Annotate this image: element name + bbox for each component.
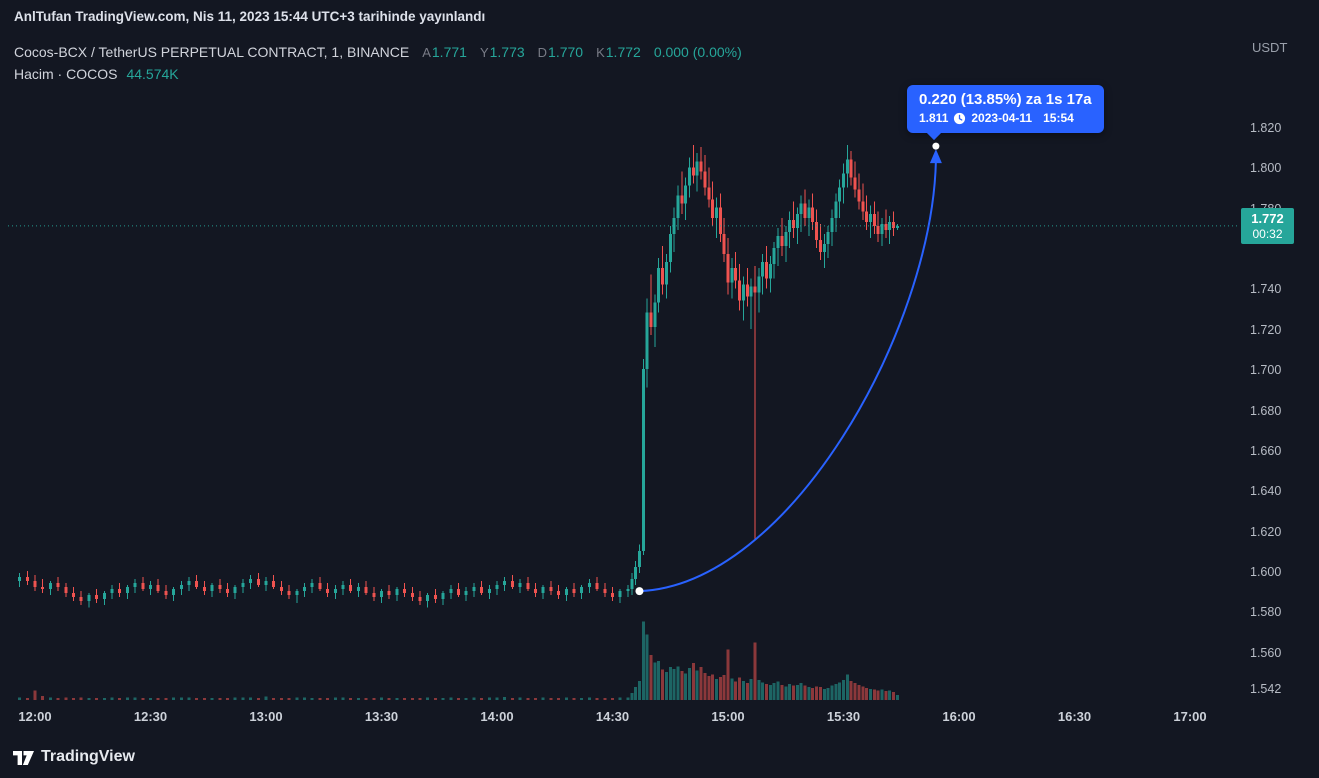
- price-tick: 1.800: [1250, 161, 1282, 176]
- price-tick: 1.660: [1250, 443, 1282, 458]
- price-tick: 1.740: [1250, 282, 1282, 297]
- ohlc-high-value: 1.773: [489, 44, 525, 60]
- clock-icon: [954, 112, 966, 124]
- time-tick: 14:30: [595, 709, 630, 724]
- volume-value: 44.574K: [126, 66, 179, 82]
- chart-canvas[interactable]: [0, 0, 1240, 706]
- publish-text: AnlTufan TradingView.com, Nis 11, 2023 1…: [14, 9, 486, 24]
- change-value: 0.000 (0.00%): [653, 44, 742, 60]
- annotation-time: 15:54: [1043, 111, 1074, 125]
- ohlc-low-value: 1.770: [548, 44, 584, 60]
- legend-main-row: Cocos-BCX / TetherUS PERPETUAL CONTRACT,…: [14, 44, 742, 66]
- time-tick: 14:00: [480, 709, 514, 724]
- tradingview-wordmark: TradingView: [41, 748, 135, 765]
- publish-header: AnlTufan TradingView.com, Nis 11, 2023 1…: [14, 9, 485, 24]
- price-tick: 1.700: [1250, 363, 1282, 378]
- price-tick: 1.580: [1250, 605, 1282, 620]
- chart-legend: Cocos-BCX / TetherUS PERPETUAL CONTRACT,…: [14, 44, 742, 87]
- time-tick: 13:30: [364, 709, 399, 724]
- price-tick: 1.680: [1250, 403, 1282, 418]
- time-tick: 15:30: [826, 709, 861, 724]
- ohlc-high: Y 1.773: [480, 44, 525, 60]
- time-axis[interactable]: 12:00 12:30 13:00 13:30 14:00 14:30 15:00 15:30…: [0, 703, 1240, 731]
- tradingview-logo-icon: [13, 751, 34, 765]
- price-tick: 1.640: [1250, 484, 1282, 499]
- legend-volume-row: Hacim · COCOS 44.574K: [14, 66, 742, 87]
- time-tick: 13:00: [249, 709, 283, 724]
- ohlc-open-value: 1.771: [431, 44, 467, 60]
- ohlc-low-label: D: [537, 45, 548, 60]
- time-tick: 12:30: [133, 709, 168, 724]
- symbol-title[interactable]: Cocos-BCX / TetherUS PERPETUAL CONTRACT,…: [14, 44, 410, 60]
- ohlc-close-label: K: [596, 45, 605, 60]
- price-tick: 1.560: [1250, 645, 1282, 660]
- price-tick: 1.600: [1250, 564, 1282, 579]
- ohlc-high-label: Y: [479, 45, 489, 60]
- price-tick: 1.820: [1250, 121, 1282, 135]
- annotation-detail-row: 1.811 2023-04-11 15:54: [919, 110, 1092, 126]
- ohlc-open-label: A: [422, 45, 431, 60]
- price-tick: 1.720: [1250, 322, 1282, 337]
- time-tick: 17:00: [1173, 709, 1207, 724]
- axis-currency-label: USDT: [1252, 40, 1288, 55]
- last-price: 1.772: [1251, 210, 1284, 226]
- price-axis[interactable]: 1.8201.8001.7801.7401.7201.7001.6801.660…: [1240, 0, 1319, 702]
- ohlc-low: D 1.770: [538, 44, 583, 60]
- footer-bar: TradingView: [0, 736, 1319, 778]
- annotation-price: 1.811: [919, 111, 949, 125]
- price-tick: 1.620: [1250, 524, 1282, 539]
- time-tick: 16:30: [1057, 709, 1092, 724]
- trend-annotation-tooltip[interactable]: 0.220 (13.85%) za 1s 17a 1.811 2023-04-1…: [907, 85, 1104, 141]
- annotation-change-summary: 0.220 (13.85%) za 1s 17a: [919, 91, 1092, 108]
- bar-countdown: 00:32: [1252, 226, 1283, 241]
- annotation-date: 2023-04-11: [971, 111, 1033, 125]
- ohlc-open: A 1.771: [422, 44, 467, 60]
- tradingview-logo[interactable]: TradingView: [13, 748, 135, 766]
- ohlc-close: K 1.772: [596, 44, 641, 60]
- last-price-badge: 1.772 00:32: [1241, 207, 1294, 244]
- price-tick: 1.542: [1250, 682, 1282, 696]
- ohlc-close-value: 1.772: [605, 44, 641, 60]
- time-tick: 16:00: [942, 709, 976, 724]
- time-tick: 15:00: [711, 709, 745, 724]
- volume-study-title[interactable]: Hacim · COCOS: [14, 66, 118, 82]
- time-tick: 12:00: [18, 709, 52, 724]
